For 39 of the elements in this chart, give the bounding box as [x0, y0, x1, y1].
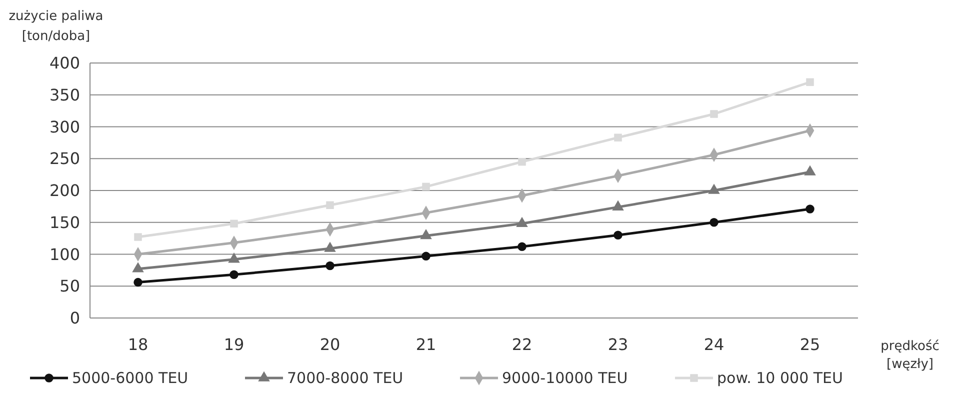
point: [422, 252, 430, 261]
x-axis-title: prędkość [węzły]: [880, 339, 940, 372]
point: [326, 261, 334, 270]
x-tick-label: 20: [320, 335, 340, 354]
point: [422, 182, 430, 191]
point: [518, 242, 526, 251]
y-tick-label: 350: [49, 85, 80, 104]
point: [710, 218, 718, 227]
y-tick-label: 300: [49, 117, 80, 136]
y-tick-label: 250: [49, 149, 80, 168]
y-axis-title: zużycie paliwa [ton/doba]: [8, 9, 104, 44]
point: [806, 78, 814, 86]
point: [134, 233, 142, 241]
legend-label: pow. 10 000 TEU: [717, 369, 843, 387]
point: [614, 134, 622, 142]
point: [230, 220, 238, 228]
y-tick-label: 0: [70, 308, 80, 328]
y-tick-label: 200: [49, 181, 80, 200]
y-tick-label: 400: [49, 54, 80, 73]
x-tick-label: 22: [512, 335, 532, 354]
point: [806, 204, 814, 214]
y-tick-label: 100: [49, 244, 80, 264]
point: [230, 270, 238, 280]
x-tick-label: 23: [608, 335, 628, 354]
legend-label: 7000-8000 TEU: [287, 369, 404, 387]
legend-label: 5000-6000 TEU: [72, 369, 188, 387]
y-tick-label: 50: [60, 276, 80, 296]
point: [710, 110, 718, 118]
point: [518, 158, 526, 166]
point: [614, 230, 622, 240]
point: [134, 278, 142, 287]
x-tick-label: 19: [224, 335, 244, 354]
x-tick-label: 18: [128, 335, 148, 354]
x-tick-label: 24: [704, 335, 724, 354]
x-tick-label: 25: [800, 335, 820, 354]
point: [326, 201, 334, 210]
legend-label: 9000-10000 TEU: [502, 369, 628, 387]
x-tick-label: 21: [416, 335, 436, 354]
y-tick-label: 150: [49, 212, 80, 232]
